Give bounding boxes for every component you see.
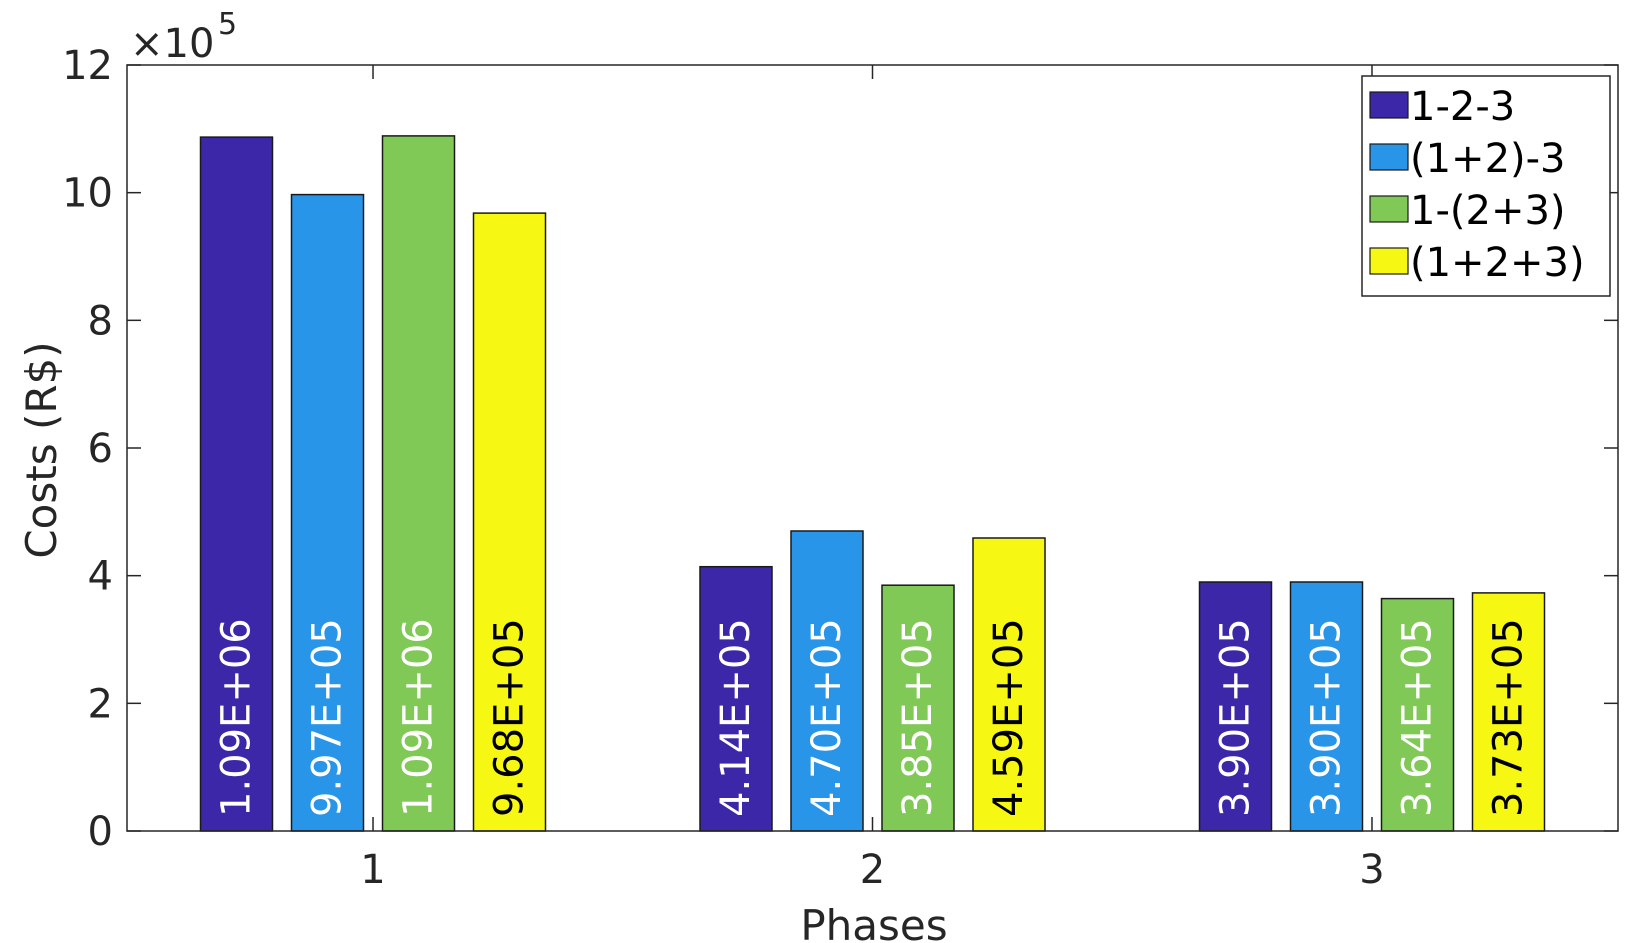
x-tick-label: 2	[860, 847, 885, 893]
y-tick-label: 4	[88, 554, 113, 600]
bar-data-label: 4.70E+05	[804, 618, 850, 817]
bar-data-label: 9.68E+05	[487, 618, 533, 817]
bar-(1+2)-3-1	[290, 193, 365, 832]
y-tick-label: 8	[88, 298, 113, 344]
y-tick-label: 0	[88, 809, 113, 855]
legend-swatch	[1369, 91, 1409, 119]
bar-1-2-3-2	[699, 565, 773, 832]
legend-swatch	[1369, 247, 1409, 275]
bar-data-label: 3.90E+05	[1213, 618, 1259, 817]
legend: 1-2-3 (1+2)-3 1-(2+3) (1+2+3)	[1361, 75, 1611, 297]
x-tick-label: 1	[360, 847, 385, 893]
legend-entry-label: (1+2+3)	[1410, 240, 1585, 286]
y-ticks-group: 0 2 4 6 8 10 12	[62, 43, 1618, 855]
y-axis-label: Costs (R$)	[17, 341, 66, 558]
bars-group	[199, 135, 1546, 832]
bar-1-(2+3)-1	[381, 135, 456, 832]
legend-entry-label: (1+2)-3	[1410, 136, 1566, 182]
bar-data-label: 4.59E+05	[986, 618, 1032, 817]
bar-1-2-3-1	[199, 136, 274, 832]
y-exponent-power: 5	[218, 7, 237, 42]
bar-(1+2+3)-3	[1471, 592, 1546, 832]
bar-data-label: 4.14E+05	[713, 618, 759, 817]
bar-data-label: 3.64E+05	[1395, 618, 1441, 817]
y-tick-label: 10	[62, 171, 113, 217]
x-axis-label: Phases	[800, 901, 947, 943]
bar-data-label: 3.90E+05	[1304, 618, 1350, 817]
bar-data-label: 1.09E+06	[214, 618, 260, 817]
legend-entry-label: 1-2-3	[1410, 84, 1515, 130]
x-ticks-group: 1 2 3	[360, 65, 1385, 893]
legend-swatch	[1369, 143, 1409, 171]
bar-1-(2+3)-3	[1380, 597, 1455, 832]
bar-data-label: 3.85E+05	[895, 618, 941, 817]
y-exponent-base: ×10	[130, 21, 214, 67]
legend-entry-label: 1-(2+3)	[1410, 188, 1566, 234]
bar-1-2-3-3	[1198, 581, 1273, 832]
bar-(1+2+3)-1	[472, 212, 547, 832]
y-tick-label: 6	[88, 426, 113, 472]
x-tick-label: 3	[1359, 847, 1384, 893]
y-tick-label: 2	[88, 681, 113, 727]
y-tick-label: 12	[62, 43, 113, 89]
bar-data-label: 9.97E+05	[305, 618, 351, 817]
bar-data-label: 3.73E+05	[1486, 618, 1532, 817]
bar-labels-group: 1.09E+06 4.14E+05 3.90E+05 9.97E+05 4.70E+05…	[214, 618, 1532, 817]
bar-1-(2+3)-2	[881, 584, 955, 832]
legend-swatch	[1369, 195, 1409, 223]
bar-data-label: 1.09E+06	[396, 618, 442, 817]
